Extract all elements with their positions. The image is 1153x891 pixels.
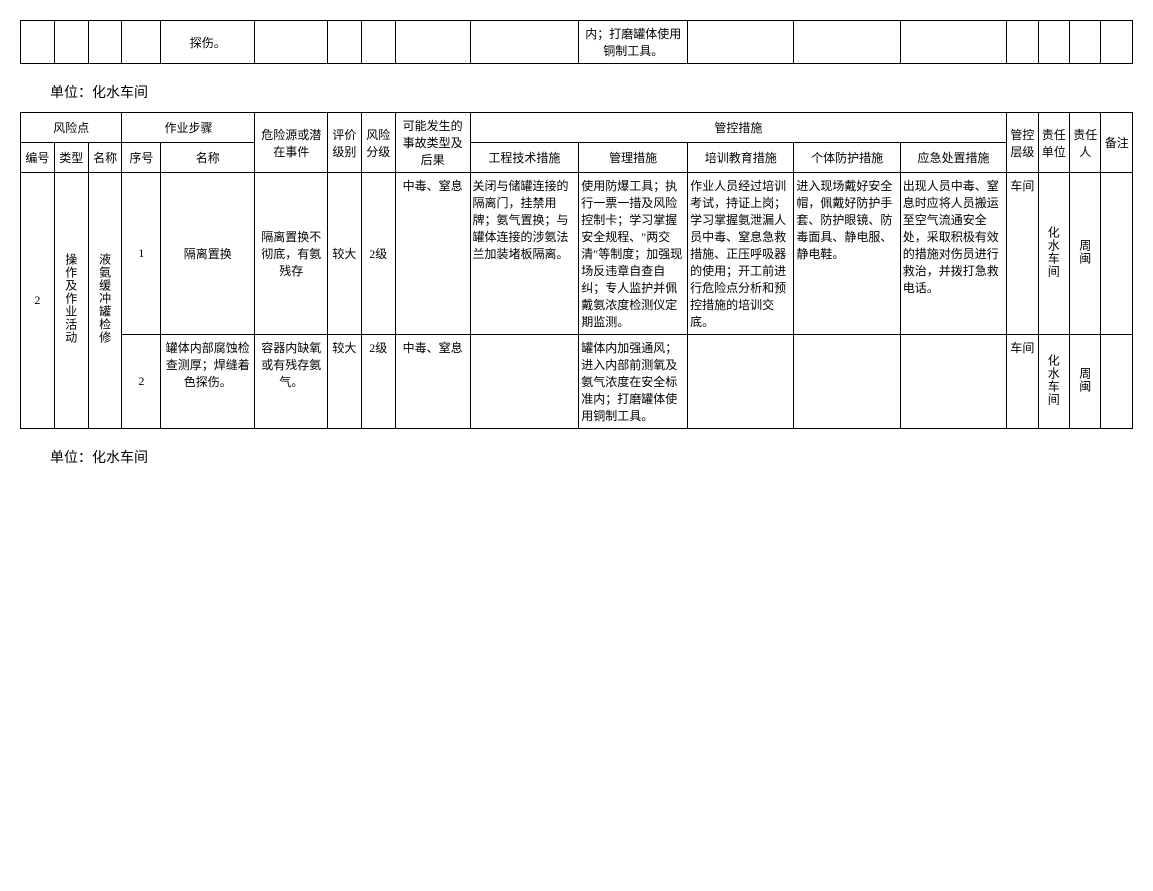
- header-ctrl-level: 管控层级: [1007, 113, 1038, 173]
- header-work-step: 作业步骤: [122, 113, 255, 143]
- cell-eng: 关闭与储罐连接的隔离门，挂禁用牌；氨气置换；与罐体连接的涉氨法兰加装堵板隔离。: [470, 173, 579, 335]
- table-row: 探伤。 内；打磨罐体使用铜制工具。: [21, 21, 1133, 64]
- header-row-1: 风险点 作业步骤 危险源或潜在事件 评价级别 风险分级 可能发生的事故类型及后果…: [21, 113, 1133, 143]
- header-hazard: 危险源或潜在事件: [255, 113, 328, 173]
- header-risk-point: 风险点: [21, 113, 122, 143]
- cell-hazard: 容器内缺氧或有残存氨气。: [255, 335, 328, 429]
- header-eval-level: 评价级别: [327, 113, 361, 173]
- cell-step-name: 隔离置换: [161, 173, 255, 335]
- cell: [1101, 21, 1133, 64]
- header-eng: 工程技术措施: [470, 143, 579, 173]
- cell: [1070, 21, 1101, 64]
- header-event-type: 可能发生的事故类型及后果: [395, 113, 470, 173]
- cell: 内；打磨罐体使用铜制工具。: [579, 21, 688, 64]
- cell: [794, 21, 900, 64]
- header-step-name: 名称: [161, 143, 255, 173]
- cell: [470, 21, 579, 64]
- cell-resp-unit: 化水车间: [1038, 173, 1069, 335]
- header-control-measures: 管控措施: [470, 113, 1007, 143]
- cell-step-name: 罐体内部腐蚀检查测厚；焊缝着色探伤。: [161, 335, 255, 429]
- cell: 探伤。: [161, 21, 255, 64]
- cell-bianhao: 2: [21, 173, 55, 429]
- cell-risk-class: 2级: [361, 335, 395, 429]
- cell-ppe: 进入现场戴好安全帽，佩戴好防护手套、防护眼镜、防毒面具、静电服、静电鞋。: [794, 173, 900, 335]
- top-partial-table: 探伤。 内；打磨罐体使用铜制工具。: [20, 20, 1133, 64]
- cell: [1007, 21, 1038, 64]
- cell-leixing: 操作及作业活动: [54, 173, 88, 429]
- unit-label-bottom: 单位：化水车间: [50, 447, 1133, 467]
- cell-ppe: [794, 335, 900, 429]
- cell: [688, 21, 794, 64]
- cell-ctrl-level: 车间: [1007, 335, 1038, 429]
- cell: [361, 21, 395, 64]
- cell-xuhao: 1: [122, 173, 161, 335]
- header-resp-unit: 责任单位: [1038, 113, 1069, 173]
- cell: [327, 21, 361, 64]
- cell-eval-level: 较大: [327, 335, 361, 429]
- cell-mingcheng: 液氨缓冲罐检修: [88, 173, 122, 429]
- cell-resp-person: 周闽: [1070, 173, 1101, 335]
- unit-label: 单位：化水车间: [50, 82, 1133, 102]
- cell-training: 作业人员经过培训考试，持证上岗；学习掌握氨泄漏人员中毒、窒息急救措施、正压呼吸器…: [688, 173, 794, 335]
- cell-event-type: 中毒、窒息: [395, 173, 470, 335]
- cell: [255, 21, 328, 64]
- header-row-2: 编号 类型 名称 序号 名称 工程技术措施 管理措施 培训教育措施 个体防护措施…: [21, 143, 1133, 173]
- cell-event-type: 中毒、窒息: [395, 335, 470, 429]
- cell-mgmt: 罐体内加强通风；进入内部前测氧及氨气浓度在安全标准内；打磨罐体使用铜制工具。: [579, 335, 688, 429]
- cell-risk-class: 2级: [361, 173, 395, 335]
- header-risk-class: 风险分级: [361, 113, 395, 173]
- table-row: 2 操作及作业活动 液氨缓冲罐检修 1 隔离置换 隔离置换不彻底，有氨残存 较大…: [21, 173, 1133, 335]
- header-mingcheng: 名称: [88, 143, 122, 173]
- header-training: 培训教育措施: [688, 143, 794, 173]
- cell: [21, 21, 55, 64]
- cell-hazard: 隔离置换不彻底，有氨残存: [255, 173, 328, 335]
- main-risk-table: 风险点 作业步骤 危险源或潜在事件 评价级别 风险分级 可能发生的事故类型及后果…: [20, 112, 1133, 429]
- cell-training: [688, 335, 794, 429]
- cell: [54, 21, 88, 64]
- cell-ctrl-level: 车间: [1007, 173, 1038, 335]
- header-ppe: 个体防护措施: [794, 143, 900, 173]
- cell-resp-unit: 化水车间: [1038, 335, 1069, 429]
- cell: [88, 21, 122, 64]
- header-emergency: 应急处置措施: [900, 143, 1006, 173]
- table-row: 2 罐体内部腐蚀检查测厚；焊缝着色探伤。 容器内缺氧或有残存氨气。 较大 2级 …: [21, 335, 1133, 429]
- cell-eng: [470, 335, 579, 429]
- cell-eval-level: 较大: [327, 173, 361, 335]
- cell: [122, 21, 161, 64]
- header-xuhao: 序号: [122, 143, 161, 173]
- cell-resp-person: 周闽: [1070, 335, 1101, 429]
- cell: [395, 21, 470, 64]
- header-mgmt: 管理措施: [579, 143, 688, 173]
- header-bianhao: 编号: [21, 143, 55, 173]
- cell-remark: [1101, 173, 1133, 335]
- header-resp-person: 责任人: [1070, 113, 1101, 173]
- cell-emergency: 出现人员中毒、窒息时应将人员搬运至空气流通安全处，采取积极有效的措施对伤员进行救…: [900, 173, 1006, 335]
- cell: [1038, 21, 1069, 64]
- header-leixing: 类型: [54, 143, 88, 173]
- cell: [900, 21, 1006, 64]
- cell-remark: [1101, 335, 1133, 429]
- header-remark: 备注: [1101, 113, 1133, 173]
- cell-emergency: [900, 335, 1006, 429]
- cell-xuhao: 2: [122, 335, 161, 429]
- cell-mgmt: 使用防爆工具；执行一票一措及风险控制卡；学习掌握安全规程、"两交清"等制度；加强…: [579, 173, 688, 335]
